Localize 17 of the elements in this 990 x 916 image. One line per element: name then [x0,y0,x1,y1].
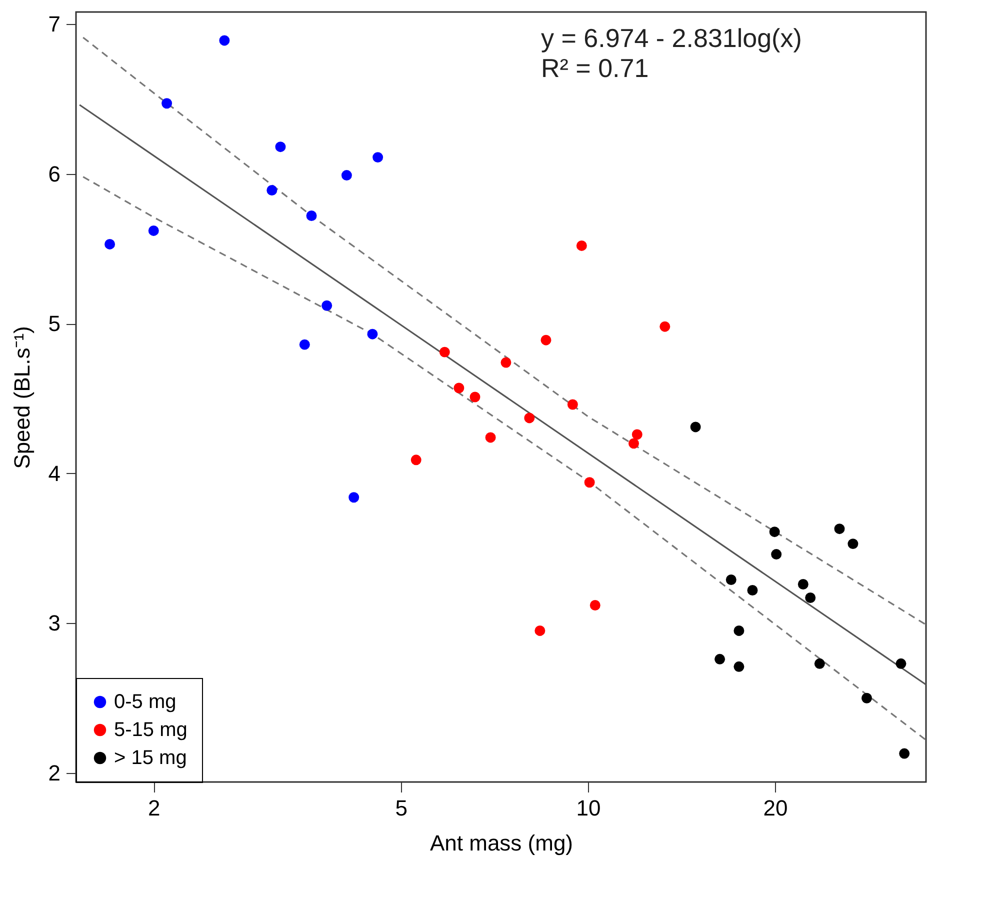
y-tick-label: 4 [48,460,60,486]
y-axis-title: Speed (BL.s⁻¹) [9,326,34,469]
y-tick-label: 7 [48,11,60,36]
y-tick-label: 2 [48,760,60,786]
x-axis-title: Ant mass (mg) [430,830,574,856]
y-tick-label: 5 [48,311,60,336]
x-tick-label: 20 [763,796,788,820]
annotation: R² = 0.71 [541,53,649,83]
x-tick-label: 2 [148,796,160,820]
y-tick-label: 3 [48,610,60,636]
annotation: y = 6.974 - 2.831log(x) [541,23,802,53]
x-tick-label: 5 [395,796,408,820]
y-tick-label: 6 [48,161,60,186]
legend-label: > 15 mg [114,747,187,769]
legend-label: 5-15 mg [114,719,188,741]
x-tick-label: 10 [576,796,601,820]
legend-label: 0-5 mg [114,691,176,713]
